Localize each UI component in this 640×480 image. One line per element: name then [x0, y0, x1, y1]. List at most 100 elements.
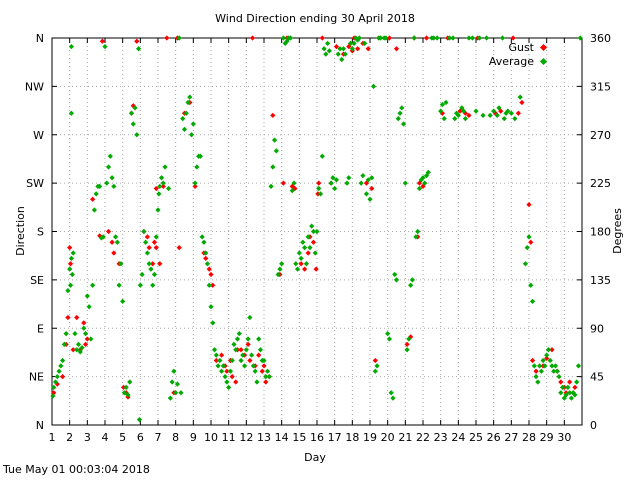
y-tick-label-left: S — [37, 226, 44, 239]
data-points — [50, 35, 583, 423]
average-point — [261, 357, 267, 364]
average-point — [280, 35, 287, 41]
average-point — [402, 180, 408, 186]
legend-average-label: Average — [489, 55, 534, 68]
gust-point — [544, 355, 550, 361]
average-point — [247, 314, 253, 321]
x-tick-label: 9 — [190, 431, 197, 444]
gust-point — [60, 374, 66, 380]
average-point — [75, 341, 82, 347]
average-point — [210, 320, 216, 326]
average-point — [413, 234, 419, 240]
average-point — [360, 173, 366, 179]
average-point — [52, 379, 59, 385]
average-point — [72, 331, 78, 337]
average-point — [508, 110, 514, 116]
average-point — [67, 266, 73, 272]
average-point — [473, 108, 479, 114]
average-point — [529, 298, 536, 304]
average-point — [204, 261, 211, 267]
gust-point — [567, 379, 573, 385]
average-point — [399, 105, 405, 111]
average-point — [82, 331, 89, 337]
gust-point — [208, 271, 214, 278]
average-point — [156, 191, 162, 197]
average-point — [340, 46, 347, 52]
average-point — [151, 271, 158, 278]
average-point — [559, 384, 566, 390]
x-tick-label: 14 — [275, 431, 289, 444]
gust-point — [510, 35, 516, 41]
average-point — [353, 35, 359, 41]
average-point — [192, 180, 198, 186]
x-tick-label: 15 — [292, 431, 306, 444]
generated-timestamp: Tue May 01 00:03:04 2018 — [3, 463, 150, 476]
average-point — [105, 164, 112, 170]
gust-point — [256, 352, 262, 358]
average-point — [146, 261, 152, 267]
average-point — [275, 271, 281, 278]
average-point — [220, 363, 226, 369]
average-point — [351, 40, 357, 46]
y-axis-label-right: Degrees — [611, 208, 624, 254]
average-point — [194, 164, 200, 170]
x-tick-label: 18 — [345, 431, 359, 444]
average-point — [130, 121, 136, 127]
gust-point — [90, 196, 96, 202]
average-point — [270, 164, 276, 170]
y-tick-label-left: E — [37, 322, 44, 335]
legend-gust-label: Gust — [508, 41, 534, 54]
average-point — [208, 304, 214, 310]
gust-point — [439, 110, 446, 116]
average-point — [264, 368, 271, 374]
average-point — [91, 207, 97, 213]
average-point — [153, 234, 159, 240]
average-point — [185, 99, 191, 106]
average-point — [330, 175, 336, 181]
average-point — [446, 35, 453, 41]
average-point — [211, 347, 218, 353]
average-point — [450, 35, 456, 41]
average-point — [58, 363, 64, 369]
average-point — [388, 390, 394, 396]
average-point — [323, 51, 329, 57]
gust-point — [313, 266, 319, 272]
x-tick-label: 1 — [49, 431, 56, 444]
average-point — [326, 48, 332, 54]
average-point — [136, 417, 143, 423]
average-point — [296, 250, 302, 256]
x-tick-label: 7 — [155, 431, 162, 444]
average-point — [491, 108, 497, 114]
gust-point — [160, 183, 166, 189]
average-point — [392, 271, 398, 278]
average-point — [81, 325, 87, 331]
average-point — [441, 116, 447, 122]
x-tick-label: 29 — [540, 431, 554, 444]
average-point — [469, 35, 476, 41]
gust-point — [206, 266, 212, 272]
average-point — [558, 390, 564, 396]
average-point — [422, 180, 428, 186]
average-point — [97, 183, 103, 189]
gust-point — [192, 183, 198, 189]
average-point — [307, 245, 313, 251]
gust-point — [549, 347, 555, 353]
average-point — [79, 345, 85, 351]
average-point — [143, 239, 149, 245]
average-point — [293, 261, 299, 267]
plot-frame — [51, 37, 583, 426]
gust-point — [280, 180, 287, 186]
average-point — [90, 282, 96, 288]
gust-point — [99, 38, 105, 44]
average-point — [257, 347, 264, 353]
gust-point — [82, 341, 89, 347]
legend-gust-marker — [539, 43, 548, 52]
y-tick-label-right: 270 — [590, 129, 611, 142]
x-tick-label: 28 — [522, 431, 536, 444]
gust-point — [365, 46, 371, 52]
average-point — [300, 239, 306, 245]
average-point — [544, 352, 550, 358]
average-point — [226, 384, 232, 390]
gust-point — [558, 379, 564, 385]
